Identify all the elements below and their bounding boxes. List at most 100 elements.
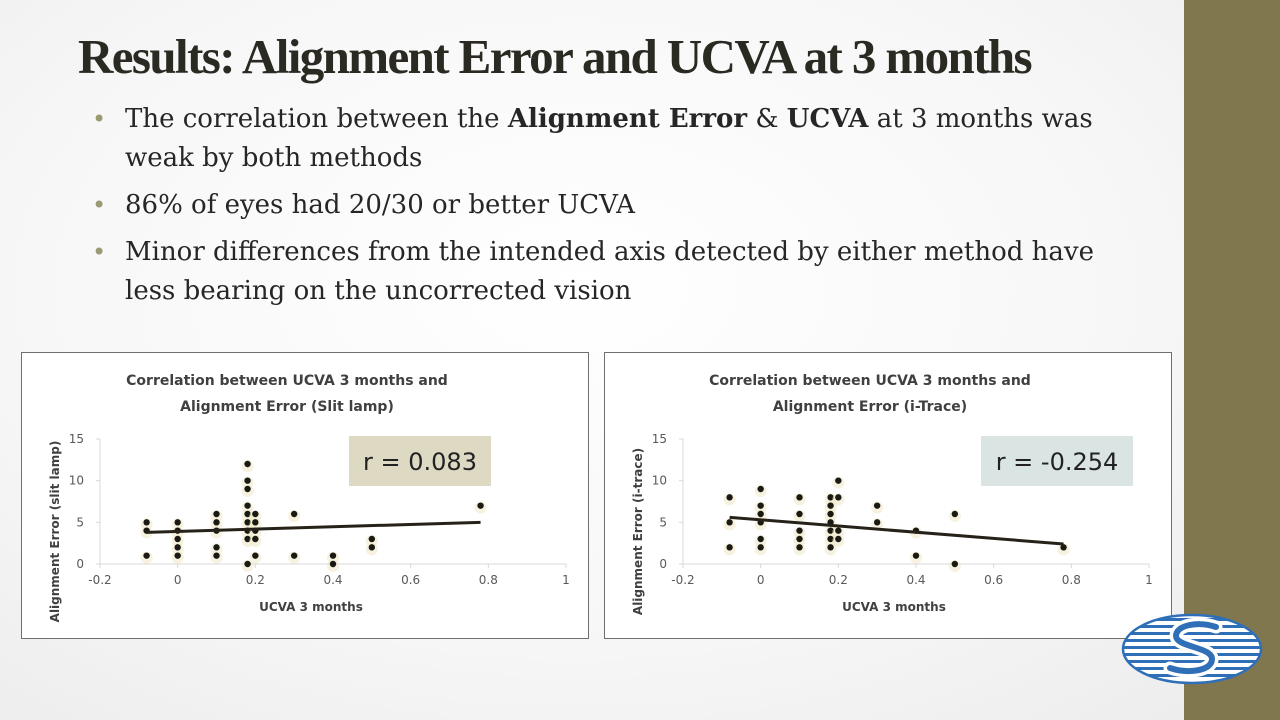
slide-title: Results: Alignment Error and UCVA at 3 m… (78, 29, 1033, 84)
y-tick-label: 0 (659, 557, 667, 571)
y-axis-title: Alignment Error (i-trace) (631, 448, 645, 615)
data-point (244, 510, 251, 518)
data-point (827, 527, 834, 534)
bullet-list: • The correlation between the Alignment … (92, 100, 1132, 319)
x-tick-label: 0 (757, 573, 765, 587)
correlation-box (981, 436, 1133, 486)
y-axis-title: Alignment Error (slit lamp) (48, 441, 62, 623)
data-point (252, 519, 259, 526)
data-point (726, 519, 733, 526)
data-point (1060, 544, 1067, 551)
bullet-text-bold: Alignment Error (507, 104, 748, 134)
x-tick-label: 1 (1145, 573, 1153, 587)
bullet-item: • Minor differences from the intended ax… (92, 233, 1132, 311)
data-point (796, 535, 803, 543)
x-axis-title: UCVA 3 months (259, 600, 363, 614)
x-tick-label: 0.4 (323, 573, 342, 587)
y-tick-label: 10 (652, 474, 667, 488)
data-point (873, 519, 881, 526)
data-point (757, 510, 764, 518)
x-tick-label: 1 (562, 573, 570, 587)
data-point (213, 510, 220, 518)
correlation-box (349, 436, 491, 486)
x-tick-label: 0.2 (246, 573, 265, 587)
data-point (252, 552, 259, 559)
data-point (213, 519, 220, 526)
y-tick-label: 0 (76, 557, 84, 571)
data-point (174, 544, 181, 551)
y-tick-label: 10 (69, 474, 84, 488)
bullet-text-run: at 3 months was weak by both methods (125, 104, 1093, 173)
chart-i-trace: Correlation between UCVA 3 months and Ali… (604, 352, 1172, 639)
y-tick-label: 15 (69, 432, 84, 446)
x-tick-label: 0.8 (1062, 573, 1081, 587)
correlation-value: r = 0.083 (363, 448, 477, 476)
data-point (912, 552, 920, 559)
data-point (726, 494, 733, 501)
x-tick-label: 0 (174, 573, 182, 587)
chart-title: Alignment Error (Slit lamp) (180, 399, 394, 415)
chart-title: Alignment Error (i-Trace) (773, 399, 967, 415)
x-tick-label: 0.8 (479, 573, 498, 587)
x-axis-title: UCVA 3 months (842, 600, 946, 614)
scatter-chart: Correlation between UCVA 3 months and Ali… (48, 373, 570, 623)
data-point (796, 544, 803, 551)
bullet-text-run: & (747, 104, 787, 134)
data-point (873, 502, 881, 509)
data-point (290, 510, 298, 518)
data-point (213, 544, 220, 551)
data-point (244, 535, 251, 543)
chart-slit-lamp: Correlation between UCVA 3 months and Ali… (21, 352, 589, 639)
bullet-text: The correlation between the Alignment Er… (125, 104, 1093, 173)
trendline (729, 515, 1064, 546)
data-point (951, 510, 959, 518)
x-tick-label: 0.4 (906, 573, 925, 587)
data-point (244, 460, 251, 468)
data-point (827, 535, 834, 543)
bullet-dot-icon: • (92, 238, 107, 266)
chart-title: Correlation between UCVA 3 months and (126, 373, 448, 389)
data-point (827, 544, 834, 551)
data-point (174, 535, 181, 543)
data-point (143, 519, 150, 526)
data-point (835, 535, 842, 543)
data-point (477, 502, 484, 509)
data-point (244, 519, 251, 526)
data-point (757, 485, 764, 493)
bullet-dot-icon: • (92, 191, 107, 219)
y-tick-label: 5 (76, 515, 84, 529)
data-point (835, 494, 842, 501)
bullet-item: • The correlation between the Alignment … (92, 100, 1132, 178)
data-point (757, 502, 764, 509)
scatter-chart: Correlation between UCVA 3 months and Ali… (631, 373, 1153, 615)
trendline (146, 520, 481, 534)
data-point (244, 485, 251, 493)
data-point (951, 560, 959, 568)
data-point (244, 560, 251, 568)
data-point (796, 510, 803, 518)
data-point (726, 544, 733, 551)
correlation-value: r = -0.254 (996, 448, 1119, 476)
data-point (757, 544, 764, 551)
y-tick-label: 15 (652, 432, 667, 446)
x-tick-label: 0.6 (984, 573, 1003, 587)
data-point (213, 552, 220, 559)
logo-icon (1121, 613, 1263, 685)
y-tick-label: 5 (659, 515, 667, 529)
x-tick-label: -0.2 (671, 573, 694, 587)
data-point (827, 510, 834, 518)
bullet-dot-icon: • (92, 105, 107, 133)
data-point (244, 502, 251, 509)
bullet-item: • 86% of eyes had 20/30 or better UCVA (92, 186, 1132, 225)
bullet-text-bold: UCVA (786, 104, 869, 134)
x-tick-label: -0.2 (88, 573, 111, 587)
chart-title: Correlation between UCVA 3 months and (709, 373, 1031, 389)
data-point (835, 527, 842, 534)
data-point (143, 552, 150, 559)
x-tick-label: 0.2 (829, 573, 848, 587)
data-point (827, 502, 834, 509)
data-point (174, 552, 181, 559)
data-point (757, 535, 764, 543)
data-point (244, 477, 251, 484)
data-point (252, 535, 259, 543)
